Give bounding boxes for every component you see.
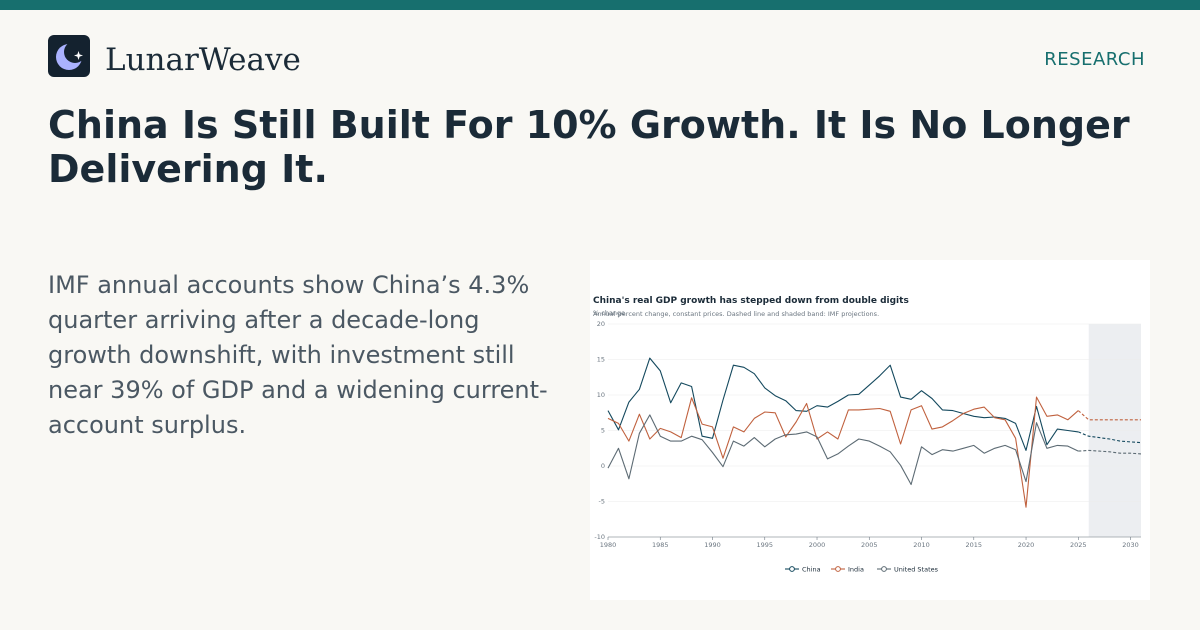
x-tick-label: 2030 [1122, 541, 1139, 549]
series-projection-india [1077, 410, 1141, 421]
article-summary: IMF annual accounts show China’s 4.3% qu… [48, 271, 548, 439]
series-projection-united-states [1078, 449, 1142, 455]
section-label[interactable]: RESEARCH [1044, 49, 1145, 70]
brand-logo[interactable] [48, 35, 90, 77]
chart-subtitle: Annual percent change, constant prices. … [593, 310, 879, 318]
crescent-moon-star-icon [56, 41, 86, 70]
x-tick-label: 2010 [913, 541, 930, 549]
series-line-india [607, 396, 1079, 508]
legend-marker [835, 566, 841, 572]
brand-name[interactable]: LunarWeave [105, 42, 301, 78]
legend-label: India [848, 565, 864, 573]
x-tick-label: 2005 [861, 541, 878, 549]
x-tick-label: 1990 [704, 541, 721, 549]
legend-label: China [802, 565, 821, 573]
legend-marker [881, 566, 887, 572]
x-tick-label: 1995 [756, 541, 773, 549]
series-line-china [607, 357, 1079, 451]
y-tick-label: 15 [597, 356, 605, 364]
y-tick-label: 10 [597, 391, 605, 399]
y-tick-label: -10 [594, 533, 605, 541]
legend-marker [789, 566, 795, 572]
x-tick-label: 1980 [600, 541, 617, 549]
top-accent-bar [0, 0, 1200, 10]
x-tick-label: 2000 [809, 541, 826, 549]
chart-title: China's real GDP growth has stepped down… [593, 296, 909, 306]
x-tick-label: 2025 [1070, 541, 1087, 549]
legend-label: United States [894, 565, 939, 573]
y-tick-label: -5 [599, 498, 605, 506]
y-tick-label: 5 [601, 427, 605, 435]
y-axis-label: % change [593, 309, 625, 317]
x-tick-label: 2020 [1018, 541, 1035, 549]
series-projection-china [1078, 431, 1142, 444]
gdp-growth-chart: -10 -5 0 5 10 15 20 1980 1985 1990 1995 2000 2005 201… [593, 296, 1142, 573]
series-line-united-states [607, 414, 1079, 486]
y-tick-label: 20 [597, 320, 605, 328]
page-headline: China Is Still Built For 10% Growth. It … [48, 103, 1130, 191]
x-tick-label: 2015 [966, 541, 983, 549]
x-tick-label: 1985 [652, 541, 669, 549]
chart-card: -10 -5 0 5 10 15 20 1980 1985 1990 1995 2000 2005 201… [590, 260, 1150, 600]
y-tick-label: 0 [601, 462, 605, 470]
